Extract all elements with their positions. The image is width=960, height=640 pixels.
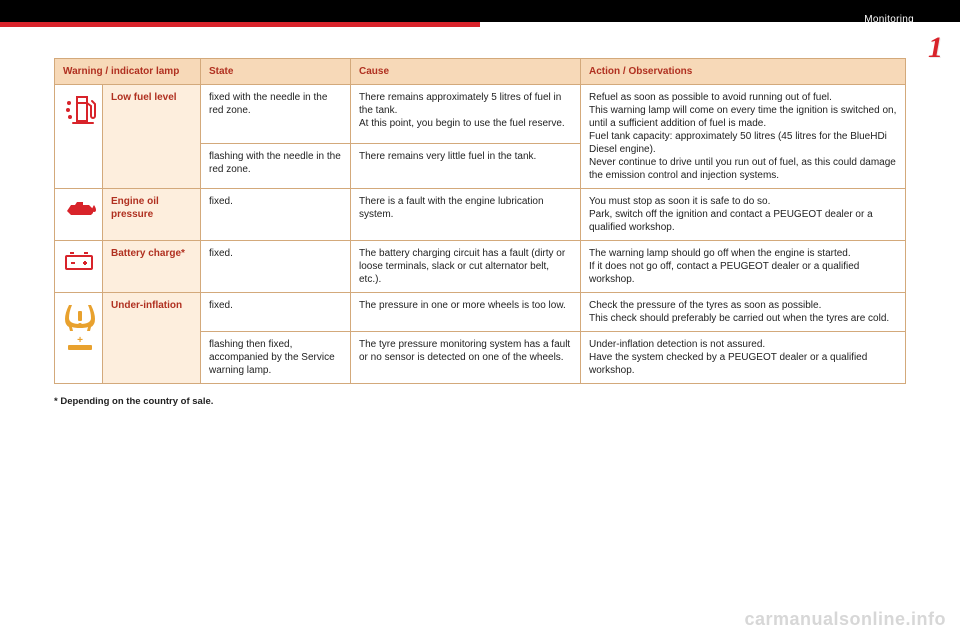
oil-pressure-icon xyxy=(63,197,99,221)
page-content: Warning / indicator lamp State Cause Act… xyxy=(54,58,906,407)
warning-lamp-table: Warning / indicator lamp State Cause Act… xyxy=(54,58,906,384)
icon-cell xyxy=(55,189,103,241)
cause-cell: There remains approximately 5 litres of … xyxy=(351,85,581,144)
table-row: Battery charge* fixed. The battery charg… xyxy=(55,241,906,293)
cause-cell: The tyre pressure monitoring system has … xyxy=(351,332,581,384)
top-red-bar xyxy=(0,22,480,27)
chapter-badge: 1 xyxy=(920,27,960,67)
watermark: carmanualsonline.info xyxy=(744,609,946,630)
table-row: Engine oil pressure fixed. There is a fa… xyxy=(55,189,906,241)
col-header-action: Action / Observations xyxy=(581,59,906,85)
cause-cell: The battery charging circuit has a fault… xyxy=(351,241,581,293)
cause-cell: The pressure in one or more wheels is to… xyxy=(351,293,581,332)
table-row: Low fuel level fixed with the needle in … xyxy=(55,85,906,144)
action-cell: The warning lamp should go off when the … xyxy=(581,241,906,293)
table-row: + Under-inflation fixed. The pressure in… xyxy=(55,293,906,332)
state-cell: fixed. xyxy=(201,293,351,332)
icon-cell: + xyxy=(55,293,103,384)
col-header-state: State xyxy=(201,59,351,85)
action-cell: Refuel as soon as possible to avoid runn… xyxy=(581,85,906,189)
action-cell: Check the pressure of the tyres as soon … xyxy=(581,293,906,332)
state-cell: fixed. xyxy=(201,189,351,241)
state-cell: fixed. xyxy=(201,241,351,293)
state-cell: fixed with the needle in the red zone. xyxy=(201,85,351,144)
top-black-bar xyxy=(0,0,960,22)
icon-cell xyxy=(55,85,103,189)
state-cell: flashing then fixed, accompanied by the … xyxy=(201,332,351,384)
lamp-name: Under-inflation xyxy=(103,293,201,384)
cause-cell: There is a fault with the engine lubrica… xyxy=(351,189,581,241)
action-cell: Under-inflation detection is not assured… xyxy=(581,332,906,384)
action-cell: You must stop as soon it is safe to do s… xyxy=(581,189,906,241)
col-header-cause: Cause xyxy=(351,59,581,85)
chapter-number: 1 xyxy=(928,31,943,65)
svg-text:+: + xyxy=(77,335,83,346)
lamp-name: Engine oil pressure xyxy=(103,189,201,241)
table-header-row: Warning / indicator lamp State Cause Act… xyxy=(55,59,906,85)
tyre-pressure-icon: + xyxy=(63,301,97,351)
col-header-lamp: Warning / indicator lamp xyxy=(55,59,201,85)
lamp-name: Low fuel level xyxy=(103,85,201,189)
icon-cell xyxy=(55,241,103,293)
section-title: Monitoring xyxy=(864,14,914,25)
cause-cell: There remains very little fuel in the ta… xyxy=(351,144,581,189)
battery-icon xyxy=(63,249,95,273)
low-fuel-icon xyxy=(63,93,99,127)
state-cell: flashing with the needle in the red zone… xyxy=(201,144,351,189)
footnote: * Depending on the country of sale. xyxy=(54,396,906,407)
lamp-name: Battery charge* xyxy=(103,241,201,293)
